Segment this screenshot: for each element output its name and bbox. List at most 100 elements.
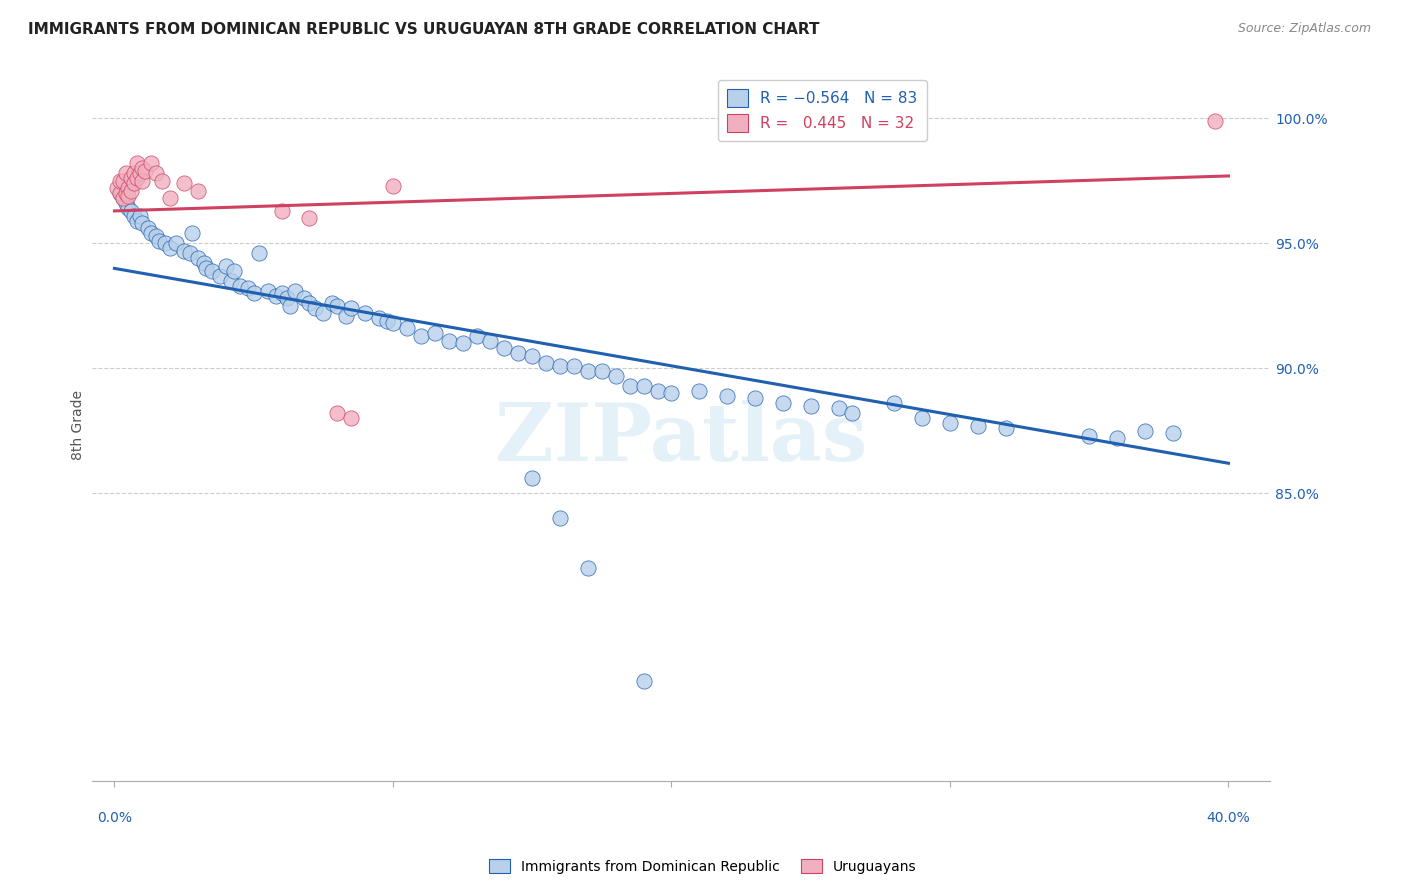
Point — [159, 241, 181, 255]
Point — [145, 228, 167, 243]
Point — [108, 186, 131, 201]
Point — [111, 191, 134, 205]
Point — [122, 177, 145, 191]
Text: IMMIGRANTS FROM DOMINICAN REPUBLIC VS URUGUAYAN 8TH GRADE CORRELATION CHART: IMMIGRANTS FROM DOMINICAN REPUBLIC VS UR… — [28, 22, 820, 37]
Point — [939, 417, 962, 431]
Point — [187, 184, 209, 198]
Point — [335, 309, 357, 323]
Point — [120, 171, 142, 186]
Point — [153, 236, 176, 251]
Point — [1133, 424, 1156, 438]
Point — [437, 334, 460, 348]
Point — [772, 396, 794, 410]
Point — [409, 329, 432, 343]
Point — [193, 256, 215, 270]
Point — [494, 342, 516, 356]
Point — [270, 203, 292, 218]
Point — [224, 264, 246, 278]
Point — [304, 301, 326, 316]
Point — [108, 186, 131, 201]
Point — [148, 234, 170, 248]
Point — [128, 209, 150, 223]
Point — [312, 306, 335, 320]
Point — [1161, 426, 1184, 441]
Point — [117, 181, 139, 195]
Text: ZIPatlas: ZIPatlas — [495, 400, 868, 478]
Point — [131, 161, 153, 176]
Point — [1078, 429, 1101, 443]
Point — [136, 221, 159, 235]
Point — [368, 311, 391, 326]
Point — [111, 174, 134, 188]
Point — [278, 299, 301, 313]
Point — [134, 164, 156, 178]
Point — [321, 296, 343, 310]
Point — [125, 214, 148, 228]
Point — [354, 306, 377, 320]
Point — [114, 196, 136, 211]
Point — [605, 368, 627, 383]
Point — [105, 181, 128, 195]
Point — [120, 203, 142, 218]
Point — [120, 184, 142, 198]
Point — [298, 211, 321, 226]
Point — [661, 386, 683, 401]
Point — [256, 284, 278, 298]
Point — [688, 384, 710, 398]
Point — [122, 166, 145, 180]
Point — [298, 296, 321, 310]
Point — [247, 246, 270, 260]
Point — [326, 299, 349, 313]
Point — [284, 284, 307, 298]
Point — [381, 317, 404, 331]
Point — [633, 673, 655, 688]
Point — [534, 356, 557, 370]
Point — [827, 401, 849, 416]
Point — [139, 227, 162, 241]
Legend: Immigrants from Dominican Republic, Uruguayans: Immigrants from Dominican Republic, Urug… — [482, 852, 924, 880]
Point — [125, 156, 148, 170]
Point — [187, 252, 209, 266]
Point — [125, 171, 148, 186]
Point — [209, 268, 232, 283]
Point — [181, 227, 204, 241]
Point — [159, 191, 181, 205]
Point — [423, 326, 446, 341]
Point — [145, 166, 167, 180]
Point — [744, 392, 766, 406]
Y-axis label: 8th Grade: 8th Grade — [72, 390, 86, 459]
Point — [841, 406, 863, 420]
Point — [215, 259, 238, 273]
Point — [117, 189, 139, 203]
Point — [479, 334, 502, 348]
Point — [221, 274, 243, 288]
Point — [326, 406, 349, 420]
Text: 40.0%: 40.0% — [1206, 811, 1250, 824]
Point — [114, 186, 136, 201]
Point — [522, 349, 544, 363]
Point — [522, 471, 544, 485]
Point — [633, 379, 655, 393]
Point — [576, 364, 599, 378]
Point — [292, 291, 315, 305]
Point — [131, 216, 153, 230]
Point — [195, 261, 218, 276]
Point — [647, 384, 669, 398]
Point — [576, 561, 599, 575]
Point — [108, 174, 131, 188]
Point — [270, 286, 292, 301]
Point — [465, 329, 488, 343]
Point — [716, 389, 738, 403]
Point — [377, 314, 399, 328]
Point — [994, 421, 1017, 435]
Point — [395, 321, 418, 335]
Point — [966, 418, 988, 433]
Point — [381, 178, 404, 193]
Point — [548, 359, 571, 373]
Point — [117, 202, 139, 216]
Point — [1107, 431, 1129, 445]
Point — [264, 289, 287, 303]
Point — [150, 174, 173, 188]
Point — [122, 209, 145, 223]
Text: 0.0%: 0.0% — [97, 811, 132, 824]
